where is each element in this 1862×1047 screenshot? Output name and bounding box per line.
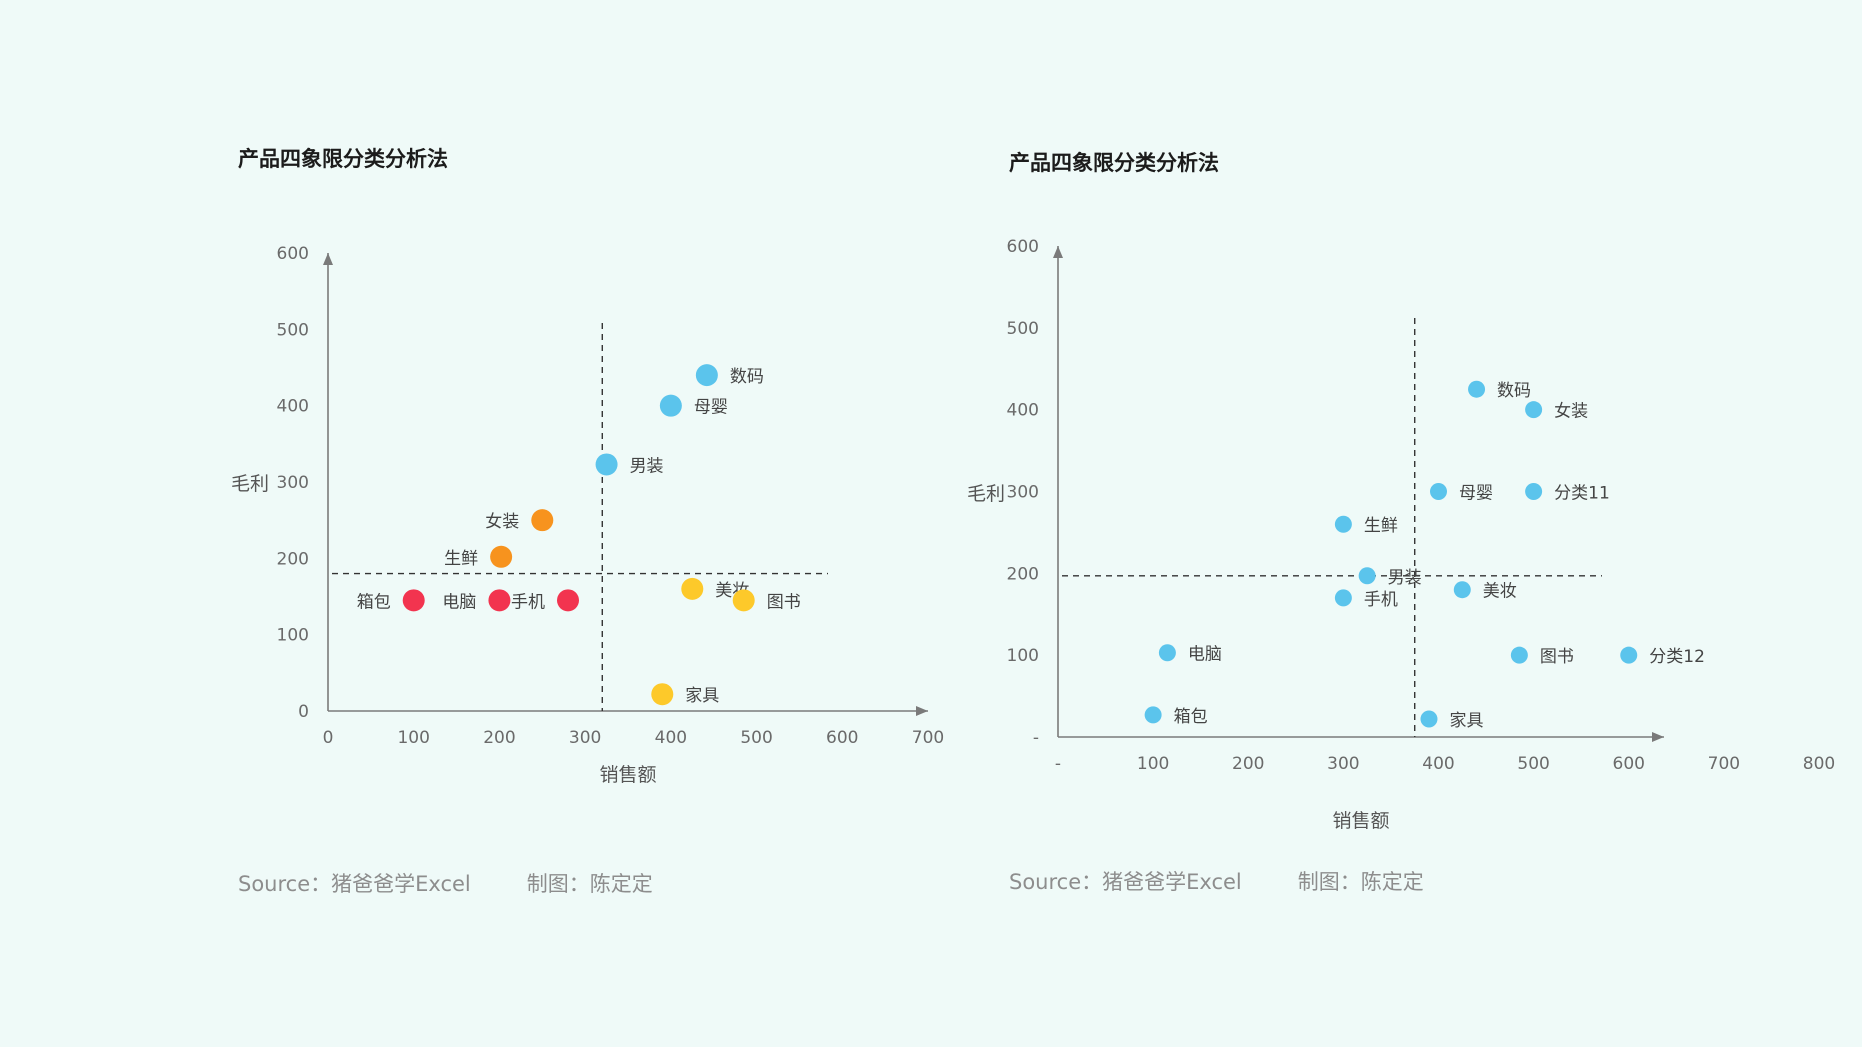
data-label: 数码 [1497,381,1531,401]
source-text: Source：猪爸爸学Excel [238,872,471,896]
data-point [595,453,618,476]
data-point [1430,483,1447,500]
y-tick-label: 400 [277,397,309,417]
source-line: Source：猪爸爸学Excel 制图：陈定定 [238,868,653,898]
data-label: 电脑 [442,592,476,612]
data-label: 女装 [485,512,519,532]
data-point [1525,401,1543,419]
y-tick-label: 500 [1007,319,1039,339]
x-tick-label: 600 [826,728,858,748]
data-point [1358,567,1376,585]
x-axis-arrow [1652,732,1664,742]
data-label: 女装 [1554,402,1588,422]
data-point [1334,515,1352,533]
data-point [1420,710,1438,728]
y-axis-label: 毛利 [231,473,269,495]
x-axis-label: 销售额 [599,764,656,786]
y-tick-label: 400 [1007,401,1039,421]
x-axis-label: 销售额 [1332,810,1389,832]
data-label: 箱包 [1174,707,1208,727]
x-tick-label: 800 [1803,754,1835,774]
data-point [1334,589,1352,607]
data-point [1510,646,1528,664]
data-label: 美妆 [1483,582,1517,602]
data-point [557,589,579,612]
data-label: 母婴 [694,398,728,418]
data-point [681,577,704,600]
data-label: 男装 [1388,568,1422,588]
x-tick-label: 200 [483,728,515,748]
y-tick-label: 100 [277,626,309,646]
data-label: 母婴 [1459,484,1493,504]
data-point [732,589,755,612]
x-tick-label: 600 [1613,754,1645,774]
data-label: 分类12 [1649,647,1705,667]
data-point [1158,644,1176,662]
data-point [1144,706,1162,724]
x-tick-label: 200 [1232,754,1264,774]
data-label: 图书 [767,592,801,612]
data-label: 数码 [730,367,764,387]
data-point [1620,646,1638,664]
data-point [490,545,513,568]
data-point [695,364,718,387]
x-tick-label: 500 [740,728,772,748]
y-axis-label: 毛利 [967,483,1005,505]
x-tick-label: 100 [397,728,429,748]
data-point [402,589,425,612]
credit-text: 制图：陈定定 [1297,870,1424,894]
credit-text: 制图：陈定定 [526,872,653,896]
y-tick-label: 300 [1007,483,1039,503]
x-tick-label: 300 [1327,754,1359,774]
x-tick-label: 400 [655,728,687,748]
x-tick-label: 100 [1137,754,1169,774]
data-label: 生鲜 [1364,516,1398,536]
x-tick-label: 300 [569,728,601,748]
chart-title: 产品四象限分类分析法 [1009,151,1219,175]
y-tick-label: 200 [277,549,309,569]
y-tick-label: 300 [277,473,309,493]
scatter-plot-left: 0 100 200 300 400 500 600 700 0 100 200 300 400 500 60… [231,244,944,786]
y-tick-label: 600 [277,244,309,264]
data-label: 手机 [511,592,545,612]
data-point [651,683,674,706]
data-label: 男装 [630,456,664,476]
x-tick-label: 700 [912,728,944,748]
y-axis-arrow [1053,246,1063,258]
x-tick-label: 500 [1517,754,1549,774]
x-tick-label: 700 [1708,754,1740,774]
source-text: Source：猪爸爸学Excel [1009,870,1242,894]
data-point [1468,380,1486,398]
scatter-plot-right: - 100 200 300 400 500 600 700 800 - 100 200 300 400 50… [967,237,1835,832]
data-label: 家具 [685,686,719,706]
data-label: 家具 [1449,711,1483,731]
y-axis-arrow [323,253,333,265]
data-label: 生鲜 [444,549,478,569]
data-point [659,394,682,417]
x-axis-arrow [916,706,928,716]
data-point [1525,483,1543,500]
data-label: 分类11 [1554,484,1610,504]
data-label: 箱包 [357,592,391,612]
data-label: 电脑 [1188,645,1222,665]
y-tick-label: 100 [1007,646,1039,666]
y-tick-label: 200 [1007,564,1039,584]
data-label: 图书 [1540,647,1574,667]
data-point [488,589,511,612]
y-tick-label: - [1033,728,1039,748]
data-point [531,509,554,532]
x-tick-label: - [1055,754,1061,774]
source-line: Source：猪爸爸学Excel 制图：陈定定 [1009,866,1424,896]
x-tick-label: 0 [323,728,334,748]
y-tick-label: 600 [1007,237,1039,257]
chart-panel-right: 产品四象限分类分析法 - 100 200 300 400 500 600 700 800 - 100… [931,0,1862,1047]
x-tick-label: 400 [1422,754,1454,774]
data-point [1453,581,1471,599]
y-tick-label: 0 [298,702,309,722]
data-label: 手机 [1364,590,1398,610]
y-tick-label: 500 [277,320,309,340]
chart-title: 产品四象限分类分析法 [238,147,448,171]
chart-panel-left: 产品四象限分类分析法 0 100 200 300 400 500 600 700 0 100 200… [231,147,944,898]
